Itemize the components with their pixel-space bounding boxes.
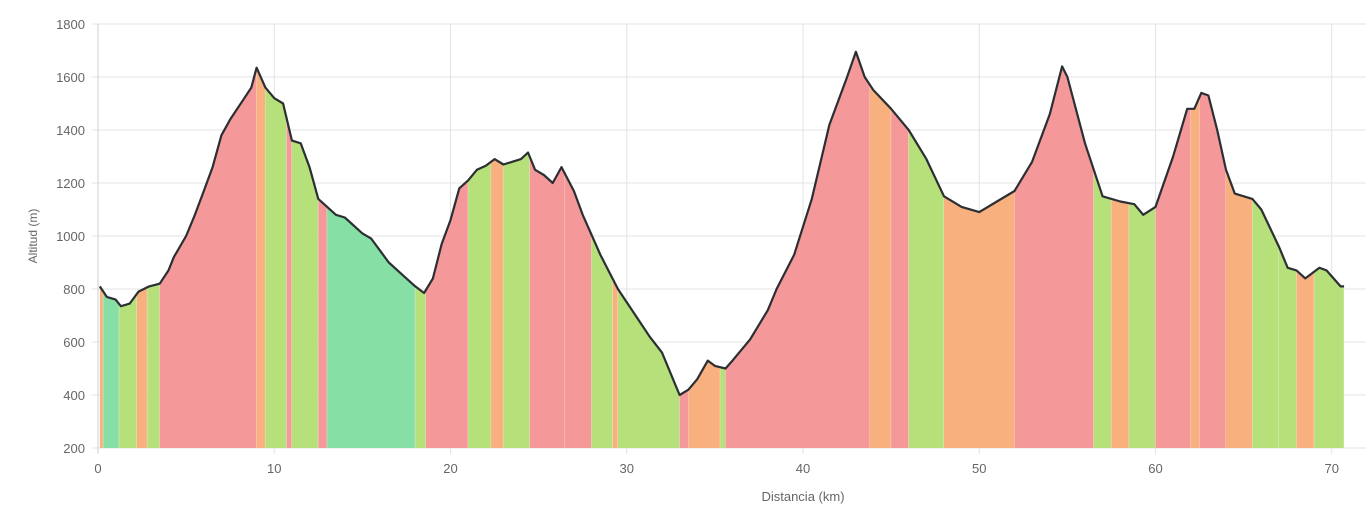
y-axis-label: Altitud (m) <box>26 209 40 264</box>
slope-segment-o <box>256 51 266 448</box>
y-tick-label: 1800 <box>56 17 85 32</box>
slope-segment-o <box>1226 51 1253 448</box>
profile-line-group <box>98 50 1345 397</box>
slope-segment-lg <box>265 51 287 448</box>
y-tick-label: 1600 <box>56 70 85 85</box>
slope-segment-r <box>891 51 909 448</box>
y-tick-label: 400 <box>63 388 85 403</box>
x-tick-label: 0 <box>94 461 101 476</box>
slope-segment-lg <box>503 51 530 448</box>
x-tick-label: 30 <box>620 461 634 476</box>
slope-segment-r <box>1199 51 1226 448</box>
slope-segment-lg <box>1129 51 1156 448</box>
y-tick-label: 600 <box>63 335 85 350</box>
slope-segment-r <box>318 51 328 448</box>
slope-segment-lg <box>468 51 492 448</box>
x-tick-label: 10 <box>267 461 281 476</box>
slope-segment-lg <box>291 51 319 448</box>
x-tick-label: 20 <box>443 461 457 476</box>
slope-segment-r <box>529 51 566 448</box>
x-tick-label: 70 <box>1325 461 1339 476</box>
y-tick-label: 1400 <box>56 123 85 138</box>
slope-segment-r <box>1155 51 1191 448</box>
y-tick-label: 800 <box>63 282 85 297</box>
x-tick-label: 60 <box>1148 461 1162 476</box>
x-axis-label: Distancia (km) <box>761 489 844 504</box>
slope-segment-r <box>565 51 592 448</box>
elevation-line <box>98 50 1345 397</box>
tick-labels: 200 400 600 800 1000 1200 1400 1600 1800 0 10 20 30 4… <box>56 17 1339 476</box>
x-tick-label: 50 <box>972 461 986 476</box>
slope-segment-r <box>1014 51 1094 448</box>
y-tick-label: 1200 <box>56 176 85 191</box>
slope-segment-lg <box>1093 51 1112 448</box>
slope-segment-o <box>1190 51 1200 448</box>
slope-segment-o <box>1111 51 1130 448</box>
slope-segment-o <box>491 51 504 448</box>
x-tick-label: 40 <box>796 461 810 476</box>
slope-segment-o <box>869 51 892 448</box>
y-tick-label: 200 <box>63 441 85 456</box>
y-tick-label: 1000 <box>56 229 85 244</box>
slope-segment-r <box>286 51 292 448</box>
slope-segment-lg <box>908 51 944 448</box>
